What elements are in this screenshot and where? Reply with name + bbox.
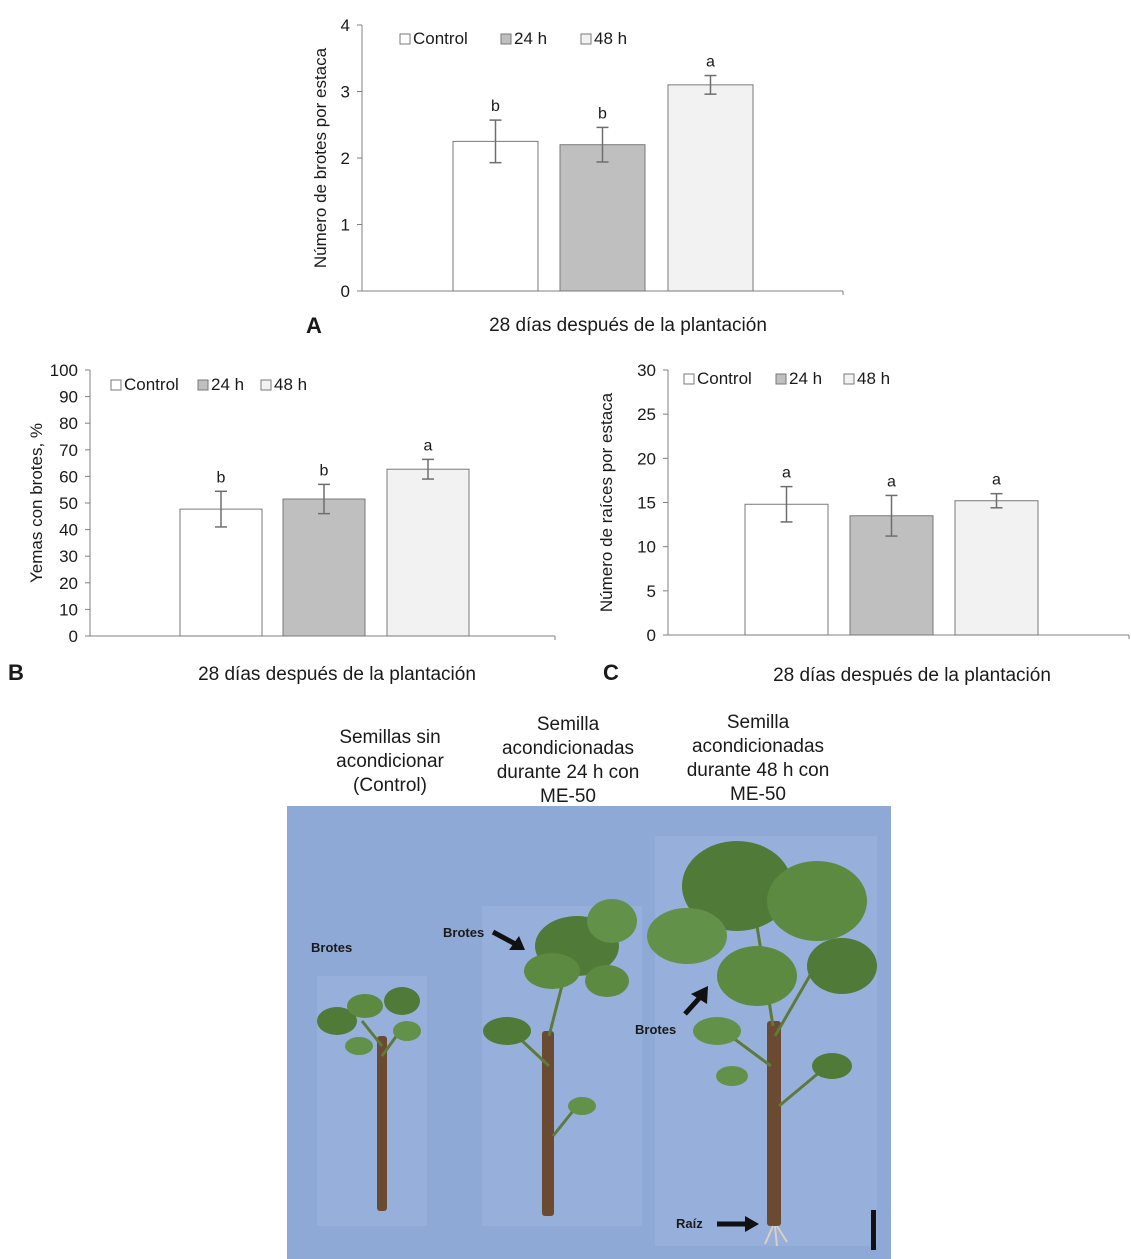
y-tick-label: 90 xyxy=(59,388,78,407)
legend-label: 24 h xyxy=(514,29,547,48)
y-tick-label: 100 xyxy=(50,361,78,380)
caption-line: ME-50 xyxy=(540,786,596,807)
panel-letter-a: A xyxy=(306,313,322,338)
significance-letter: b xyxy=(217,469,226,486)
legend-swatch xyxy=(683,373,695,385)
y-tick-label: 50 xyxy=(59,494,78,513)
control-cutting-illustration xyxy=(317,987,421,1211)
significance-letter: a xyxy=(887,473,896,490)
caption-line: durante 24 h con xyxy=(496,762,640,783)
caption-line: Semilla xyxy=(536,714,600,735)
y-axis-label: Número de raíces por estaca xyxy=(600,392,616,612)
caption-line: Semilla xyxy=(726,712,790,733)
caption-line: ME-50 xyxy=(730,784,786,805)
arrowhead-icon xyxy=(691,986,708,1004)
plant-photo: Brotes Brotes Brotes Raíz xyxy=(287,806,891,1259)
significance-letter: a xyxy=(992,472,1001,489)
significance-letter: a xyxy=(782,465,791,482)
caption-line: durante 48 h con xyxy=(686,760,830,781)
photo-caption-24h: Semilla acondicionadas durante 24 h con … xyxy=(468,713,668,809)
x-axis-label: 28 días después de la plantación xyxy=(489,315,767,336)
legend-label: 48 h xyxy=(857,369,890,388)
y-tick-label: 1 xyxy=(341,216,350,235)
chart-a: 0 1 2 3 4 Número de brotes por estaca 28 días … xyxy=(311,16,844,336)
arrowhead-icon xyxy=(745,1216,759,1232)
photo-caption-48h: Semilla acondicionadas durante 48 h con … xyxy=(658,711,858,807)
legend-label: 24 h xyxy=(789,369,822,388)
x-axis-label: 28 días después de la plantación xyxy=(773,665,1051,686)
y-tick-label: 25 xyxy=(637,405,656,424)
legend-label: Control xyxy=(697,369,752,388)
label-raiz: Raíz xyxy=(676,1216,703,1231)
caption-line: Semillas sin xyxy=(339,727,441,748)
y-tick-label: 30 xyxy=(59,547,78,566)
24h-cutting-illustration xyxy=(483,899,637,1216)
y-tick-label: 5 xyxy=(647,582,656,601)
y-tick-label: 20 xyxy=(637,449,656,468)
y-tick-label: 20 xyxy=(59,574,78,593)
legend-swatch xyxy=(197,379,209,391)
arrowhead-icon xyxy=(509,936,525,950)
y-tick-label: 0 xyxy=(341,282,350,301)
caption-line: acondicionar xyxy=(336,751,444,772)
bar xyxy=(667,84,754,292)
scale-bar xyxy=(871,1210,876,1250)
legend-swatch xyxy=(580,33,592,45)
legend-swatch xyxy=(775,373,787,385)
y-tick-label: 30 xyxy=(637,361,656,380)
significance-letter: a xyxy=(706,54,715,71)
significance-letter: a xyxy=(424,437,433,454)
y-axis-label: Yemas con brotes, % xyxy=(27,423,46,583)
bar xyxy=(954,500,1039,636)
y-tick-label: 2 xyxy=(341,149,350,168)
chart-c: 0 5 10 15 20 25 30 Número de raíces por estaca 2… xyxy=(600,361,1130,686)
legend-label: Control xyxy=(413,29,468,48)
y-axis-label: Número de brotes por estaca xyxy=(311,47,330,268)
y-tick-label: 4 xyxy=(341,16,350,35)
y-tick-label: 3 xyxy=(341,83,350,102)
y-tick-label: 70 xyxy=(59,441,78,460)
x-axis-label: 28 días después de la plantación xyxy=(198,664,476,685)
y-tick-label: 0 xyxy=(647,626,656,645)
legend-swatch xyxy=(260,379,272,391)
bar xyxy=(386,468,470,637)
legend-label: 48 h xyxy=(594,29,627,48)
legend-swatch xyxy=(843,373,855,385)
caption-line: (Control) xyxy=(353,775,427,796)
y-tick-label: 10 xyxy=(59,600,78,619)
bar xyxy=(452,140,539,292)
legend-label: Control xyxy=(124,375,179,394)
chart-b: 0 10 20 30 40 50 60 70 80 90 100 Yemas con brotes, … xyxy=(27,361,556,685)
legend-label: 48 h xyxy=(274,375,307,394)
photo-caption-control: Semillas sin acondicionar (Control) xyxy=(290,726,490,798)
label-brotes-control: Brotes xyxy=(311,940,352,955)
bar xyxy=(559,144,646,292)
significance-letter: b xyxy=(598,105,607,122)
label-brotes-24h: Brotes xyxy=(443,925,484,940)
panel-letter-b: B xyxy=(8,660,24,685)
caption-line: acondicionadas xyxy=(501,738,635,759)
legend-swatch xyxy=(110,379,122,391)
bar xyxy=(282,498,366,637)
y-tick-label: 80 xyxy=(59,414,78,433)
y-tick-label: 15 xyxy=(637,494,656,513)
y-tick-label: 40 xyxy=(59,521,78,540)
48h-cutting-illustration xyxy=(647,841,877,1247)
significance-letter: b xyxy=(320,462,329,479)
legend-label: 24 h xyxy=(211,375,244,394)
legend-swatch xyxy=(399,33,411,45)
legend-swatch xyxy=(500,33,512,45)
y-tick-label: 10 xyxy=(637,538,656,557)
label-brotes-48h: Brotes xyxy=(635,1022,676,1037)
caption-line: acondicionadas xyxy=(691,736,825,757)
panel-letter-c: C xyxy=(603,660,619,685)
bar xyxy=(179,508,263,637)
y-tick-label: 0 xyxy=(69,627,78,646)
bar xyxy=(744,503,829,636)
y-tick-label: 60 xyxy=(59,467,78,486)
significance-letter: b xyxy=(491,98,500,115)
